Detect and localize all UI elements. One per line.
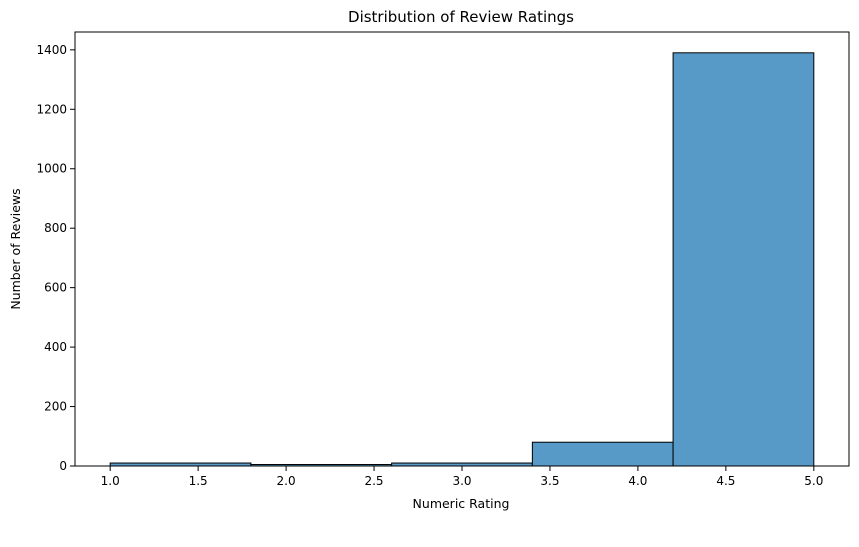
- y-axis-label: Number of Reviews: [8, 188, 23, 309]
- histogram-bar-4: [531, 441, 674, 467]
- y-tick-label: 600: [44, 281, 67, 295]
- x-tick-label: 2.0: [277, 474, 296, 488]
- x-tick-label: 3.5: [540, 474, 559, 488]
- x-tick-label: 4.0: [628, 474, 647, 488]
- y-tick-label: 1000: [36, 162, 67, 176]
- y-tick-label: 400: [44, 340, 67, 354]
- y-tick-label: 200: [44, 400, 67, 414]
- x-tick-label: 1.5: [189, 474, 208, 488]
- plot-frame: [74, 31, 850, 467]
- y-tick-label: 0: [59, 459, 67, 473]
- histogram-bar-5: [672, 52, 815, 467]
- x-axis: 1.0 1.5 2.0 2.5 3.0 3.5 4.0 4.5 5.0: [101, 466, 823, 488]
- chart-title: Distribution of Review Ratings: [348, 8, 574, 26]
- x-tick-label: 1.0: [101, 474, 120, 488]
- x-tick-label: 3.0: [452, 474, 471, 488]
- bars-group: [109, 52, 815, 467]
- y-tick-label: 800: [44, 221, 67, 235]
- y-tick-label: 1200: [36, 102, 67, 116]
- x-tick-label: 4.5: [716, 474, 735, 488]
- x-tick-label: 5.0: [804, 474, 823, 488]
- y-axis: 0 200 400 600 800 1000 1200 1400: [36, 43, 75, 473]
- x-tick-label: 2.5: [364, 474, 383, 488]
- y-tick-label: 1400: [36, 43, 67, 57]
- x-axis-label: Numeric Rating: [413, 496, 510, 511]
